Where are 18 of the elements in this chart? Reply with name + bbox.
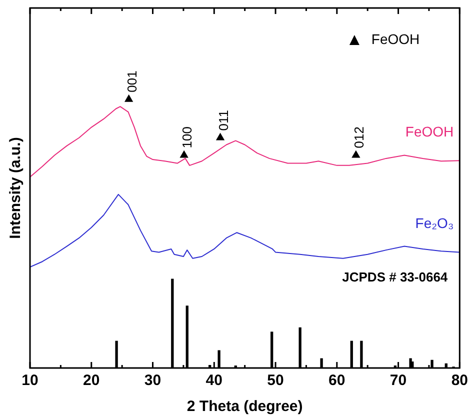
- x-tick-label: 70: [390, 372, 407, 390]
- annotation: 100: [180, 126, 195, 148]
- annotation: 001: [124, 70, 140, 92]
- y-axis-title: Intensity (a.u.): [7, 137, 24, 239]
- x-tick-label: 30: [144, 372, 162, 390]
- annotation: 011: [216, 110, 231, 131]
- x-tick-label: 10: [22, 372, 38, 390]
- x-tick-label: 40: [206, 372, 222, 390]
- x-axis-title: 2 Theta (degree): [186, 398, 303, 416]
- x-tick-label: 20: [83, 372, 100, 390]
- x-tick-label: 80: [451, 372, 468, 390]
- series-label: Fe₂O₃: [415, 215, 454, 232]
- x-tick-label: 50: [267, 372, 284, 390]
- legend-label: FeOOH: [371, 30, 420, 47]
- annotation: 012: [352, 126, 367, 148]
- x-tick-label: 60: [328, 372, 346, 390]
- series-label: FeOOH: [405, 123, 454, 140]
- annotation: JCPDS # 33-0664: [342, 270, 448, 285]
